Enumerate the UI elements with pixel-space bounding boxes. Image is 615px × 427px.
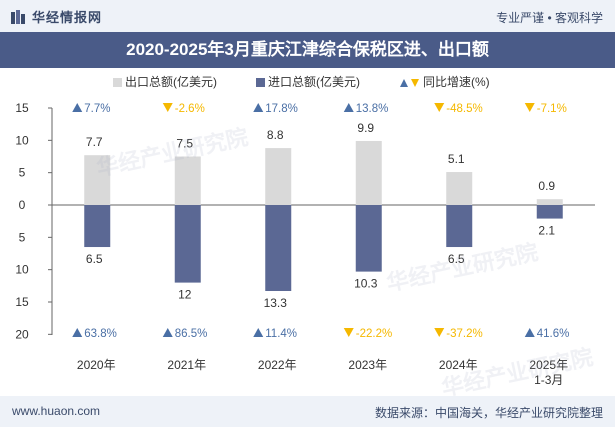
x-category-label: 2021年: [167, 358, 206, 372]
growth-down-triangle-icon: [162, 103, 173, 112]
growth-up-triangle-icon: [343, 103, 354, 112]
import-growth-label: 11.4%: [265, 328, 297, 340]
import-bar: [84, 205, 111, 248]
import-bar: [265, 205, 292, 292]
export-value-label: 7.5: [176, 137, 193, 151]
growth-up-triangle-icon: [162, 328, 173, 337]
import-bar: [174, 205, 201, 283]
import-growth-label: -37.2%: [446, 328, 482, 340]
export-value-label: 7.7: [86, 135, 103, 149]
import-value-label: 10.3: [354, 277, 378, 291]
growth-up-triangle-icon: [72, 103, 83, 112]
x-category-label: 1-3月: [534, 373, 563, 387]
export-growth-label: 7.7%: [84, 103, 110, 115]
top-bar: 华经情报网 专业严谨 • 客观科学: [0, 0, 615, 32]
import-value-label: 12: [178, 288, 192, 302]
import-bar: [355, 205, 382, 272]
brand-logo-icon: [11, 9, 25, 24]
x-category-label: 2023年: [348, 358, 387, 372]
y-tick-label: 20: [15, 327, 29, 341]
legend-export-label: 出口总额(亿美元): [125, 74, 217, 89]
x-category-label: 2020年: [77, 358, 116, 372]
y-tick-label: 15: [15, 101, 29, 115]
y-tick-label: 15: [15, 295, 29, 309]
export-value-label: 5.1: [448, 152, 465, 166]
x-category-label: 2025年: [529, 358, 568, 372]
footer-source: 数据来源：中国海关，华经产业研究院整理: [374, 406, 603, 420]
growth-down-triangle-icon: [343, 328, 354, 337]
export-bar: [174, 156, 201, 205]
growth-down-triangle-icon: [434, 328, 445, 337]
import-growth-label: 41.6%: [537, 328, 570, 340]
growth-up-triangle-icon: [253, 103, 264, 112]
x-category-label: 2024年: [439, 358, 478, 372]
brand: 华经情报网: [10, 7, 102, 26]
export-bar: [536, 199, 563, 205]
x-category-label: 2022年: [258, 358, 297, 372]
export-bar: [355, 140, 382, 205]
y-tick-label: 10: [15, 263, 29, 277]
export-growth-label: -48.5%: [446, 103, 482, 115]
export-bar: [446, 172, 473, 205]
legend-growth-label: 同比增速(%): [423, 75, 490, 89]
growth-up-triangle-icon: [253, 328, 264, 337]
growth-down-triangle-icon: [524, 103, 535, 112]
export-value-label: 0.9: [538, 179, 555, 193]
import-growth-label: 63.8%: [84, 328, 117, 340]
import-growth-label: -22.2%: [356, 328, 392, 340]
legend-export-swatch: [113, 78, 122, 87]
footer-site: www.huaon.com: [12, 404, 101, 418]
title-bar: 2020-2025年3月重庆江津综合保税区进、出口额: [0, 32, 615, 68]
chart-title: 2020-2025年3月重庆江津综合保税区进、出口额: [126, 40, 489, 59]
import-bar: [536, 205, 563, 219]
export-bar: [84, 155, 111, 205]
export-growth-label: -7.1%: [537, 103, 567, 115]
legend-up-triangle-icon: [400, 79, 408, 87]
import-bar: [446, 205, 473, 248]
import-value-label: 6.5: [448, 252, 465, 266]
import-value-label: 13.3: [264, 296, 288, 310]
y-tick-label: 5: [19, 230, 26, 244]
export-growth-label: 13.8%: [356, 103, 389, 115]
import-growth-label: 86.5%: [175, 328, 208, 340]
export-value-label: 9.9: [357, 121, 374, 135]
legend-down-triangle-icon: [411, 79, 419, 87]
footer-bar: www.huaon.com 数据来源：中国海关，华经产业研究院整理: [0, 396, 615, 427]
y-tick-label: 10: [15, 133, 29, 147]
growth-up-triangle-icon: [72, 328, 83, 337]
legend-import-swatch: [256, 78, 265, 87]
export-value-label: 8.8: [267, 128, 284, 142]
y-tick-label: 5: [19, 166, 26, 180]
brand-name: 华经情报网: [32, 10, 103, 25]
import-value-label: 6.5: [86, 252, 103, 266]
export-bar: [265, 148, 292, 205]
export-growth-label: -2.6%: [175, 103, 205, 115]
y-tick-label: 0: [19, 198, 26, 212]
import-value-label: 2.1: [538, 224, 555, 238]
legend-import-label: 进口总额(亿美元): [268, 74, 360, 89]
growth-down-triangle-icon: [434, 103, 445, 112]
growth-up-triangle-icon: [524, 328, 535, 337]
chart-area: 出口总额(亿美元) 进口总额(亿美元) 同比增速(%) 15 10 5 0 5 10 15 20 7.…: [15, 74, 595, 387]
tagline: 专业严谨 • 客观科学: [496, 11, 603, 25]
export-growth-label: 17.8%: [265, 103, 298, 115]
